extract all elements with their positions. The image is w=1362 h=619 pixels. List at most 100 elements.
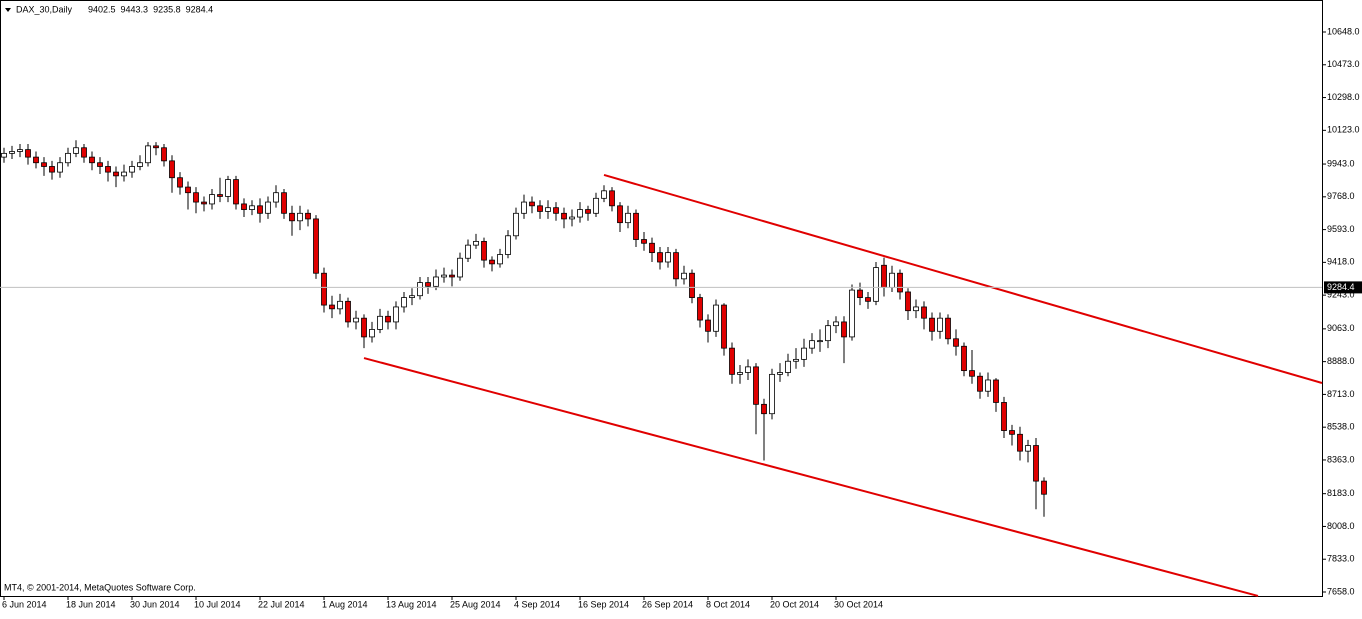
candle-body — [273, 192, 279, 203]
candle-body — [601, 190, 607, 199]
candle-body — [737, 372, 743, 375]
menu-arrow[interactable] — [5, 8, 11, 12]
candle-body — [841, 321, 847, 338]
candle-body — [153, 145, 159, 149]
header-value: 9235.8 — [153, 4, 181, 14]
candle-body — [569, 216, 575, 220]
chart-title: DAX_30,Daily — [16, 4, 73, 14]
candle-body — [753, 366, 759, 405]
header-value: 9284.4 — [186, 4, 214, 14]
price-label: 9284.4 — [1327, 282, 1355, 292]
candle-body — [529, 201, 535, 207]
candle-body — [585, 209, 591, 214]
candle-body — [25, 149, 31, 158]
x-tick-label: 16 Sep 2014 — [578, 599, 629, 609]
x-tick-label: 22 Jul 2014 — [258, 599, 305, 609]
x-tick-label: 30 Jun 2014 — [130, 599, 180, 609]
candle-body — [121, 171, 127, 177]
candle-body — [441, 274, 447, 278]
candle-body — [209, 194, 215, 205]
price-label-box — [1324, 281, 1362, 294]
y-tick-label: 10473.0 — [1327, 59, 1360, 69]
x-tick-label: 10 Jul 2014 — [194, 599, 241, 609]
candle-body — [785, 360, 791, 373]
x-tick-label: 25 Aug 2014 — [450, 599, 501, 609]
candle-body — [497, 254, 503, 265]
candle-body — [1033, 445, 1039, 482]
candle-body — [369, 329, 375, 338]
y-tick-label: 9418.0 — [1327, 257, 1355, 267]
candle-body — [993, 379, 999, 403]
candle-body — [969, 370, 975, 377]
candle-body — [465, 244, 471, 259]
candle-body — [521, 201, 527, 214]
y-tick-label: 8713.0 — [1327, 389, 1355, 399]
candle-body — [449, 274, 455, 278]
candle-body — [849, 289, 855, 338]
candle-body — [481, 240, 487, 261]
candle-body — [553, 207, 559, 214]
y-tick-label: 9063.0 — [1327, 323, 1355, 333]
candle-body — [241, 203, 247, 210]
candle-body — [41, 162, 47, 167]
candle-body — [1009, 430, 1015, 435]
candle-body — [665, 252, 671, 263]
candle-body — [713, 304, 719, 332]
candle-body — [513, 212, 519, 237]
y-tick-label: 7833.0 — [1327, 554, 1355, 564]
candle-body — [321, 272, 327, 306]
candle-body — [873, 267, 879, 302]
trendline — [603, 173, 1323, 384]
candle-body — [169, 160, 175, 179]
candle-body — [777, 372, 783, 375]
candle-body — [217, 194, 223, 197]
candle-body — [905, 291, 911, 312]
candle-body — [305, 212, 311, 220]
candle-body — [865, 297, 871, 302]
candle-body — [1041, 480, 1047, 495]
candle-body — [817, 340, 823, 343]
candle-body — [729, 347, 735, 375]
candle-body — [833, 321, 839, 327]
candle-body — [505, 235, 511, 255]
candle-body — [649, 242, 655, 254]
candle-body — [361, 317, 367, 338]
candle-body — [769, 373, 775, 415]
candle-body — [457, 257, 463, 278]
x-tick-label: 18 Jun 2014 — [66, 599, 116, 609]
candle-body — [1017, 433, 1023, 452]
y-tick-label: 9943.0 — [1327, 158, 1355, 168]
candle-body — [97, 162, 103, 167]
candle-body — [417, 282, 423, 297]
candle-body — [281, 192, 287, 214]
x-tick-label: 20 Oct 2014 — [770, 599, 819, 609]
y-tick-label: 10123.0 — [1327, 125, 1360, 135]
x-tick-label: 8 Oct 2014 — [706, 599, 750, 609]
candle-body — [921, 306, 927, 319]
candle-body — [961, 345, 967, 372]
candle-body — [897, 272, 903, 293]
candle-body — [201, 201, 207, 205]
candle-body — [705, 319, 711, 332]
y-tick-label: 9593.0 — [1327, 224, 1355, 234]
candle-body — [577, 209, 583, 218]
candle-body — [265, 201, 271, 214]
candle-body — [233, 179, 239, 205]
candle-body — [825, 325, 831, 342]
candle-body — [809, 340, 815, 349]
candle-body — [681, 272, 687, 280]
y-tick-label: 8183.0 — [1327, 488, 1355, 498]
candle-body — [425, 282, 431, 287]
y-tick-label: 8008.0 — [1327, 521, 1355, 531]
candle-body — [257, 205, 263, 214]
y-tick-label: 8888.0 — [1327, 356, 1355, 366]
candle-body — [721, 304, 727, 349]
candle-body — [385, 315, 391, 323]
y-tick-label: 9768.0 — [1327, 191, 1355, 201]
candle-body — [489, 259, 495, 265]
candle-body — [313, 218, 319, 274]
y-tick-label: 10298.0 — [1327, 92, 1360, 102]
y-tick-label: 8538.0 — [1327, 422, 1355, 432]
